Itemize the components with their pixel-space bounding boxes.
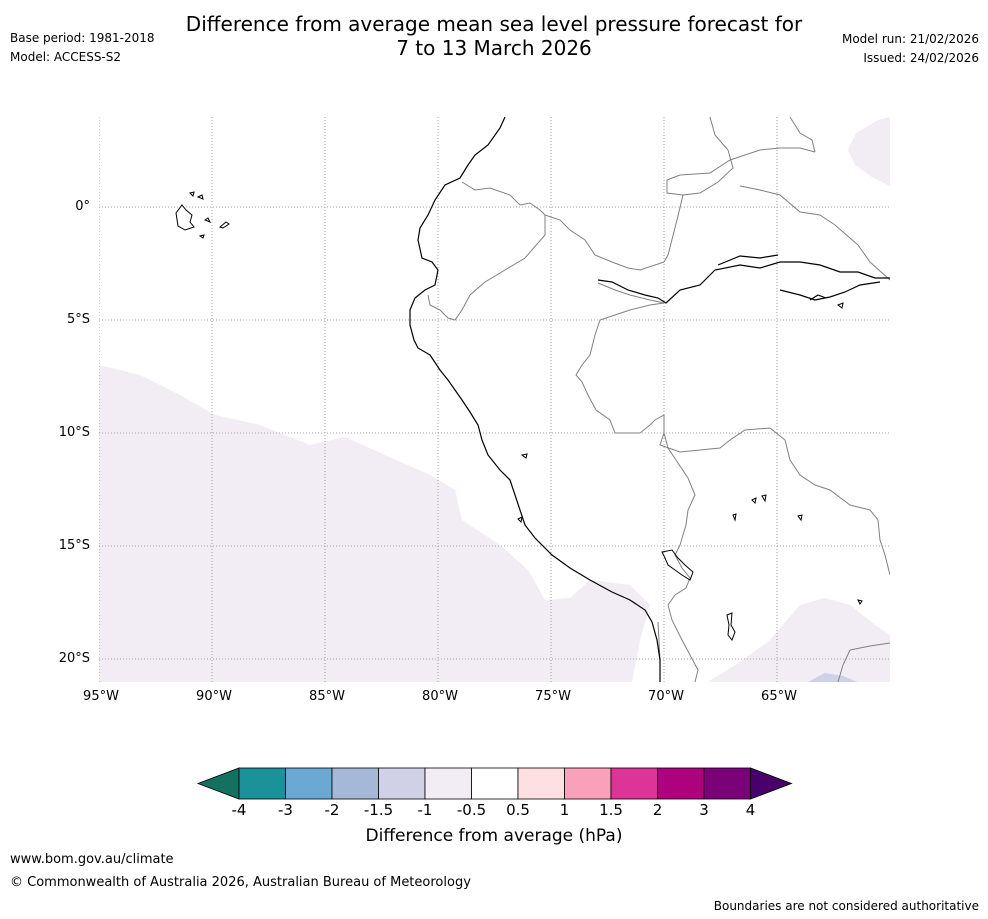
- anomaly-region-southwest: [99, 365, 650, 682]
- colorbar-bin: [471, 767, 519, 800]
- colorbar-tick-label: -3: [278, 801, 293, 819]
- coastlines: [409, 117, 890, 682]
- map-area: [99, 117, 890, 682]
- colorbar-extend-high: [750, 767, 793, 800]
- chart-title: Difference from average mean sea level p…: [0, 12, 988, 60]
- colorbar-tick-label: 1: [559, 801, 570, 819]
- galapagos-islands: [175, 191, 230, 239]
- colorbar-extend-low: [196, 767, 240, 800]
- anomaly-region-southeast-darker: [808, 673, 858, 682]
- anomaly-region-southeast: [708, 598, 890, 682]
- lon-label-85w: 85°W: [309, 689, 345, 704]
- footer-copyright: © Commonwealth of Australia 2026, Austra…: [10, 875, 471, 890]
- lat-label-0: 0°: [75, 199, 90, 214]
- country-borders: [427, 117, 890, 682]
- lat-label-10s: 10°S: [58, 425, 90, 440]
- colorbar-bin: [238, 767, 286, 800]
- graticule: [99, 117, 890, 682]
- meta-left: Base period: 1981-2018 Model: ACCESS-S2: [10, 31, 155, 69]
- colorbar-tick-label: 2: [652, 801, 663, 819]
- colorbar-tick-label: -1.5: [363, 801, 394, 819]
- colorbar-bin: [517, 767, 565, 800]
- lake-titicaca: [661, 549, 694, 581]
- colorbar-bin: [378, 767, 426, 800]
- lat-label-5s: 5°S: [66, 312, 90, 327]
- lon-label-70w: 70°W: [648, 689, 684, 704]
- colorbar-tick-label: 0.5: [506, 801, 530, 819]
- lon-label-80w: 80°W: [422, 689, 458, 704]
- lon-label-95w: 95°W: [83, 689, 119, 704]
- model-text: Model: ACCESS-S2: [10, 50, 122, 64]
- title-line-2: 7 to 13 March 2026: [396, 36, 592, 60]
- colorbar-tick-label: -2: [324, 801, 340, 819]
- colorbar-bin: [285, 767, 333, 800]
- meta-right: Model run: 21/02/2026 Issued: 24/02/2026: [842, 32, 979, 70]
- anomaly-region-northeast: [848, 117, 890, 186]
- base-period-text: Base period: 1981-2018: [10, 31, 155, 45]
- inland-lakes: [517, 302, 863, 641]
- colorbar-tick-label: -0.5: [456, 801, 487, 819]
- lon-label-90w: 90°W: [196, 689, 232, 704]
- colorbar-bin: [610, 767, 658, 800]
- colorbar: [196, 767, 793, 800]
- footer-note: Boundaries are not considered authoritat…: [713, 899, 979, 913]
- colorbar-tick-label: 3: [699, 801, 709, 819]
- colorbar-tick-label: -4: [231, 801, 247, 819]
- lat-label-20s: 20°S: [58, 651, 90, 666]
- colorbar-bin: [331, 767, 379, 800]
- colorbar-label: Difference from average (hPa): [365, 826, 623, 846]
- issued-text: Issued: 24/02/2026: [863, 51, 979, 65]
- colorbar-tick-label: 4: [745, 801, 756, 819]
- colorbar-tick-label: -1: [417, 801, 433, 819]
- colorbar-bin: [564, 767, 612, 800]
- footer-url[interactable]: www.bom.gov.au/climate: [10, 852, 174, 867]
- colorbar-bin: [703, 767, 751, 800]
- colorbar-bin: [657, 767, 705, 800]
- lat-label-15s: 15°S: [58, 538, 90, 553]
- lon-label-75w: 75°W: [535, 689, 571, 704]
- colorbar-bin: [424, 767, 472, 800]
- colorbar-tick-label: 1.5: [599, 801, 623, 819]
- model-run-text: Model run: 21/02/2026: [841, 32, 979, 46]
- title-line-1: Difference from average mean sea level p…: [185, 12, 803, 36]
- lon-label-65w: 65°W: [761, 689, 797, 704]
